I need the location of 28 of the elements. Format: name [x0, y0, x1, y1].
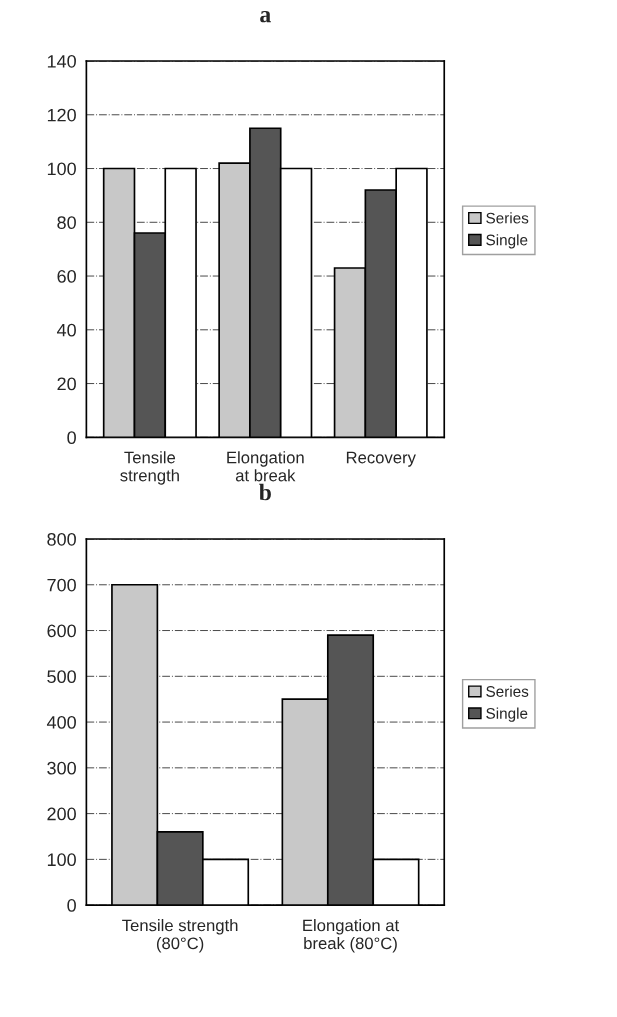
y-tick-label: 120	[47, 108, 76, 122]
y-tick-label: 140	[47, 54, 76, 68]
legend-label: Single	[486, 234, 528, 249]
y-tick-label: 100	[47, 162, 76, 176]
y-tick-label: 800	[47, 532, 76, 546]
x-tick-label: Tensile strength (80°C)	[122, 919, 238, 953]
y-tick-label: 100	[47, 853, 76, 867]
y-tick-label: 40	[56, 323, 76, 337]
y-tick-label: 400	[46, 716, 76, 729]
y-tick-label: 80	[57, 216, 76, 230]
y-tick-label: 60	[57, 269, 76, 283]
x-tick-label: Elongation at break	[227, 451, 304, 482]
legend-label: Single	[486, 707, 528, 722]
y-tick-label: 200	[47, 807, 76, 821]
y-tick-label: 0	[67, 431, 76, 445]
legend-label: Series	[486, 212, 529, 224]
chart-title: b	[259, 483, 271, 501]
y-tick-label: 20	[57, 377, 76, 391]
legend-label: Series	[486, 685, 529, 697]
y-tick-label: 0	[67, 899, 76, 912]
y-tick-label: 300	[47, 761, 76, 775]
chart-title: a	[260, 11, 271, 23]
y-tick-label: 600	[47, 624, 76, 638]
x-tick-label: Recovery	[346, 451, 416, 467]
x-tick-label: Tensile strength	[120, 451, 179, 485]
x-tick-label: Elongation at break (80°C)	[303, 919, 400, 953]
y-tick-label: 500	[47, 670, 76, 684]
y-tick-label: 700	[47, 578, 76, 592]
